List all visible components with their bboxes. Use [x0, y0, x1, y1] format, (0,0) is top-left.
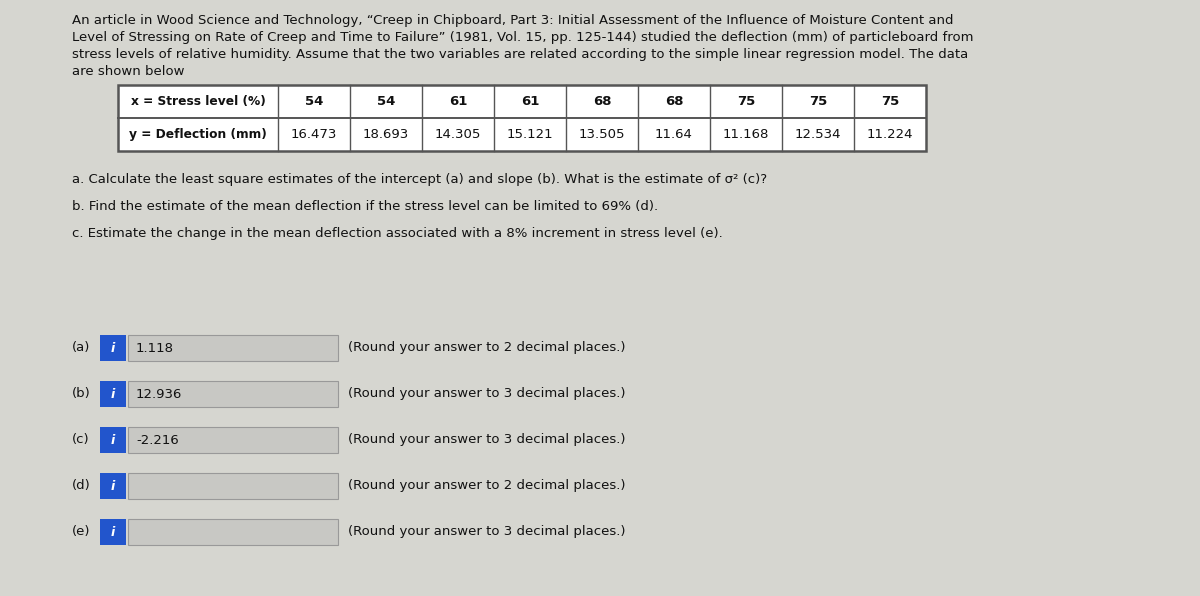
Text: 75: 75 [809, 95, 827, 108]
Text: 11.168: 11.168 [722, 128, 769, 141]
Text: stress levels of relative humidity. Assume that the two variables are related ac: stress levels of relative humidity. Assu… [72, 48, 968, 61]
Text: i: i [110, 387, 115, 401]
Text: An article in Wood Science and Technology, “Creep in Chipboard, Part 3: Initial : An article in Wood Science and Technolog… [72, 14, 954, 27]
Bar [100, 473, 126, 499]
Bar [100, 427, 126, 453]
Text: (Round your answer to 3 decimal places.): (Round your answer to 3 decimal places.) [348, 526, 625, 539]
Text: 68: 68 [593, 95, 611, 108]
Text: 12.534: 12.534 [794, 128, 841, 141]
Text: (b): (b) [72, 387, 91, 401]
Text: 1.118: 1.118 [136, 342, 174, 355]
Text: 16.473: 16.473 [290, 128, 337, 141]
Text: c. Estimate the change in the mean deflection associated with a 8% increment in : c. Estimate the change in the mean defle… [72, 227, 722, 240]
Text: i: i [110, 480, 115, 492]
Text: 68: 68 [665, 95, 683, 108]
Text: 61: 61 [449, 95, 467, 108]
Text: Level of Stressing on Rate of Creep and Time to Failure” (1981, Vol. 15, pp. 125: Level of Stressing on Rate of Creep and … [72, 31, 973, 44]
Text: i: i [110, 433, 115, 446]
Bar [128, 473, 338, 499]
Text: are shown below: are shown below [72, 65, 185, 78]
Text: 11.224: 11.224 [866, 128, 913, 141]
Text: i: i [110, 342, 115, 355]
Bar [128, 427, 338, 453]
Text: (e): (e) [72, 526, 90, 539]
Bar [128, 381, 338, 407]
Bar [118, 85, 926, 151]
Text: (Round your answer to 3 decimal places.): (Round your answer to 3 decimal places.) [348, 433, 625, 446]
Text: 12.936: 12.936 [136, 387, 182, 401]
Text: 11.64: 11.64 [655, 128, 692, 141]
Bar [128, 519, 338, 545]
Bar [100, 519, 126, 545]
Text: 14.305: 14.305 [434, 128, 481, 141]
Bar [128, 335, 338, 361]
Text: b. Find the estimate of the mean deflection if the stress level can be limited t: b. Find the estimate of the mean deflect… [72, 200, 658, 213]
Text: 15.121: 15.121 [506, 128, 553, 141]
Text: a. Calculate the least square estimates of the intercept (a) and slope (b). What: a. Calculate the least square estimates … [72, 173, 767, 186]
Text: 13.505: 13.505 [578, 128, 625, 141]
Text: (Round your answer to 2 decimal places.): (Round your answer to 2 decimal places.) [348, 342, 625, 355]
Text: i: i [110, 526, 115, 539]
Bar [118, 85, 926, 151]
Bar [100, 381, 126, 407]
Text: 61: 61 [521, 95, 539, 108]
Text: 18.693: 18.693 [362, 128, 409, 141]
Text: 75: 75 [737, 95, 755, 108]
Text: 54: 54 [377, 95, 395, 108]
Text: y = Deflection (mm): y = Deflection (mm) [130, 128, 266, 141]
Text: 54: 54 [305, 95, 323, 108]
Text: (Round your answer to 2 decimal places.): (Round your answer to 2 decimal places.) [348, 480, 625, 492]
Text: -2.216: -2.216 [136, 433, 179, 446]
Text: (a): (a) [72, 342, 90, 355]
Bar [100, 335, 126, 361]
Text: (c): (c) [72, 433, 90, 446]
Text: (d): (d) [72, 480, 91, 492]
Text: (Round your answer to 3 decimal places.): (Round your answer to 3 decimal places.) [348, 387, 625, 401]
Text: x = Stress level (%): x = Stress level (%) [131, 95, 265, 108]
Text: 75: 75 [881, 95, 899, 108]
